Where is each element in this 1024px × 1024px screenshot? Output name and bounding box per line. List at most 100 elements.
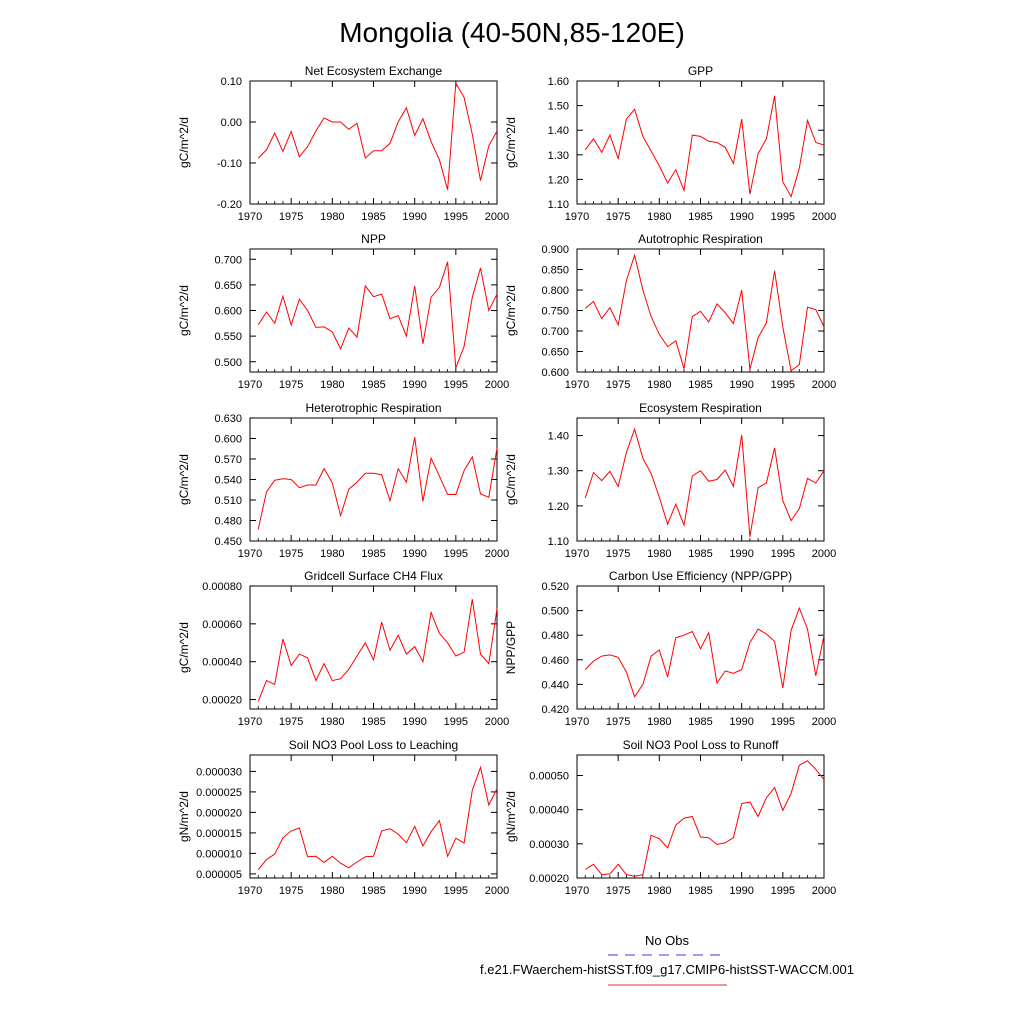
legend: No Obs f.e21.FWaerchem-histSST.f09_g17.CM…: [480, 933, 854, 986]
series-line-0: [584, 760, 825, 877]
y-tick-label: 0.600: [214, 306, 242, 318]
chart-panel-1: GPP gC/m^2/d 1970 1975 1980 1985 1990 1995 2000 1…: [504, 64, 836, 223]
y-axis-label: gC/m^2/d: [177, 622, 191, 673]
x-tick-label: 2000: [485, 548, 509, 560]
y-tick-label: 0.900: [541, 244, 569, 256]
x-tick-label: 1985: [361, 548, 385, 560]
y-tick-label: 0.000030: [196, 766, 242, 778]
x-tick-label: 1990: [729, 716, 753, 728]
x-tick-label: 1975: [606, 548, 630, 560]
y-tick-label: 0.850: [541, 265, 569, 277]
chart-panel-9: Soil NO3 Pool Loss to Runoff gN/m^2/d 1970…: [504, 738, 836, 897]
panel-title: Soil NO3 Pool Loss to Leaching: [289, 738, 458, 752]
y-axis-label: gC/m^2/d: [177, 117, 191, 168]
y-tick-label: 0.570: [214, 454, 242, 466]
x-tick-label: 1985: [361, 716, 385, 728]
chart-panel-4: Heterotrophic Respiration gC/m^2/d 1970 197…: [177, 401, 509, 560]
y-tick-label: 0.00040: [529, 805, 569, 817]
y-tick-label: 0.480: [541, 630, 569, 642]
legend-label-no-obs: No Obs: [645, 933, 690, 948]
x-tick-label: 1990: [402, 548, 426, 560]
y-tick-label: 0.550: [214, 331, 242, 343]
y-tick-label: 0.520: [541, 581, 569, 593]
series-line-0: [584, 253, 825, 372]
y-tick-label: 0.440: [541, 679, 569, 691]
x-tick-label: 2000: [812, 885, 836, 897]
x-tick-label: 1995: [771, 716, 795, 728]
y-tick-label: 0.600: [541, 367, 569, 379]
panel-title: NPP: [361, 232, 386, 246]
x-tick-label: 1980: [647, 211, 671, 223]
x-tick-label: 1985: [688, 548, 712, 560]
y-tick-label: 0.630: [214, 413, 242, 425]
x-tick-label: 1970: [565, 211, 589, 223]
x-tick-label: 1970: [565, 716, 589, 728]
x-tick-label: 2000: [812, 548, 836, 560]
y-tick-label: 1.30: [548, 466, 569, 478]
x-tick-label: 1970: [238, 548, 262, 560]
y-tick-label: 0.00: [221, 117, 242, 129]
chart-panel-8: Soil NO3 Pool Loss to Leaching gN/m^2/d 19…: [177, 738, 509, 897]
x-tick-label: 1980: [647, 716, 671, 728]
x-tick-label: 1985: [688, 716, 712, 728]
y-tick-label: 0.650: [214, 280, 242, 292]
x-tick-label: 2000: [485, 211, 509, 223]
series-line-0: [257, 261, 498, 369]
y-axis-label: gC/m^2/d: [504, 285, 518, 336]
plot-frame: [576, 80, 825, 205]
chart-panel-2: NPP gC/m^2/d 1970 1975 1980 1985 1990 1995 2000 0…: [177, 232, 509, 391]
x-tick-label: 1975: [279, 885, 303, 897]
x-tick-label: 1975: [279, 211, 303, 223]
x-tick-label: 1990: [729, 379, 753, 391]
x-tick-label: 1975: [279, 548, 303, 560]
x-tick-label: 1985: [688, 885, 712, 897]
y-tick-label: 0.00020: [202, 695, 242, 707]
series-line-0: [257, 599, 498, 702]
x-tick-label: 1990: [729, 548, 753, 560]
x-tick-label: 1970: [238, 211, 262, 223]
x-tick-label: 1995: [444, 885, 468, 897]
x-tick-label: 1995: [444, 548, 468, 560]
y-tick-label: 0.000020: [196, 807, 242, 819]
chart-panel-6: Gridcell Surface CH4 Flux gC/m^2/d 1970 197…: [177, 569, 509, 728]
x-tick-label: 1995: [771, 548, 795, 560]
x-tick-label: 1975: [279, 379, 303, 391]
x-tick-label: 1975: [279, 716, 303, 728]
y-tick-label: 0.000015: [196, 828, 242, 840]
x-tick-label: 1975: [606, 716, 630, 728]
x-tick-label: 1970: [565, 379, 589, 391]
y-tick-label: 0.460: [541, 655, 569, 667]
x-tick-label: 1970: [238, 716, 262, 728]
x-tick-label: 2000: [812, 211, 836, 223]
y-tick-label: 1.20: [548, 501, 569, 513]
chart-panel-5: Ecosystem Respiration gC/m^2/d 1970 1975 198…: [504, 401, 836, 560]
x-tick-label: 1980: [320, 885, 344, 897]
y-tick-label: 0.650: [541, 347, 569, 359]
y-axis-label: gC/m^2/d: [504, 454, 518, 505]
y-tick-label: 0.10: [221, 76, 242, 88]
x-tick-label: 1980: [320, 379, 344, 391]
x-tick-label: 2000: [485, 885, 509, 897]
plot-frame: [249, 585, 498, 710]
chart-panel-3: Autotrophic Respiration gC/m^2/d 1970 1975 1…: [504, 232, 836, 391]
series-line-0: [584, 427, 825, 537]
y-tick-label: 0.540: [214, 475, 242, 487]
x-tick-label: 1970: [565, 548, 589, 560]
x-tick-label: 1975: [606, 379, 630, 391]
x-tick-label: 1995: [444, 211, 468, 223]
y-tick-label: 0.600: [214, 434, 242, 446]
x-tick-label: 1995: [444, 716, 468, 728]
x-tick-label: 1990: [402, 716, 426, 728]
chart-panel-7: Carbon Use Efficiency (NPP/GPP) NPP/GPP 19…: [504, 569, 836, 728]
y-axis-label: gC/m^2/d: [177, 454, 191, 505]
series-line-0: [584, 95, 825, 198]
y-axis-label: gN/m^2/d: [177, 791, 191, 842]
y-tick-label: 0.00050: [529, 771, 569, 783]
y-tick-label: 0.00080: [202, 581, 242, 593]
y-tick-label: 0.450: [214, 536, 242, 548]
x-tick-label: 1970: [565, 885, 589, 897]
y-tick-label: 0.000025: [196, 787, 242, 799]
x-tick-label: 1975: [606, 885, 630, 897]
y-tick-label: 1.40: [548, 125, 569, 137]
x-tick-label: 1980: [647, 885, 671, 897]
